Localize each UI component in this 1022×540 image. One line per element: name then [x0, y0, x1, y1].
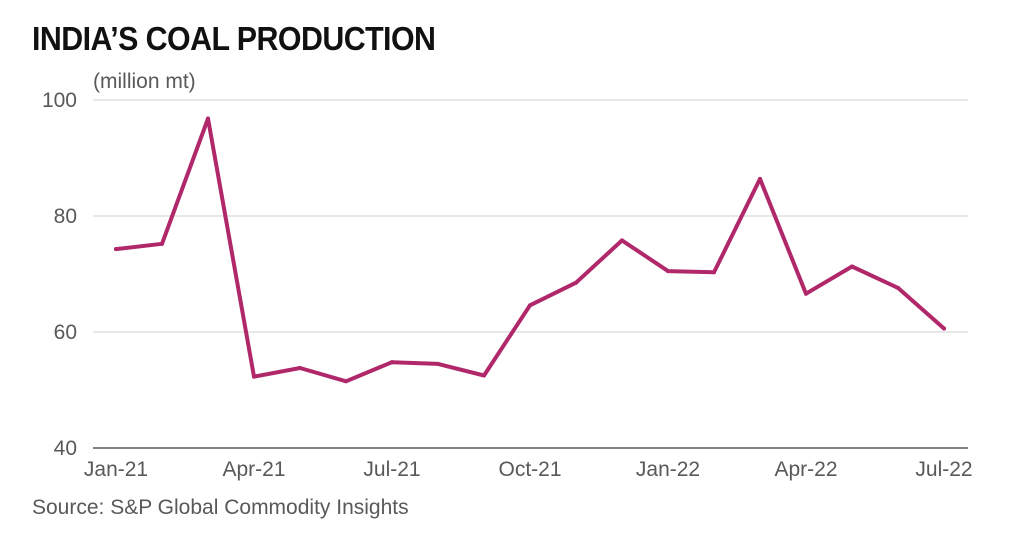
x-axis-ticks: Jan-21 Apr-21 Jul-21 Oct-21 Jan-22 Apr-22 Jul-…	[84, 458, 973, 481]
x-tick-label: Apr-21	[222, 458, 285, 481]
data-point-apr-21	[252, 374, 256, 379]
data-point-aug-21	[436, 361, 440, 366]
data-point-oct-21	[528, 303, 532, 308]
data-point-feb-22	[712, 270, 716, 275]
y-axis-ticks: 40 60 80 100	[42, 89, 77, 460]
data-point-jun-22	[896, 285, 900, 290]
x-tick-label: Jan-21	[84, 458, 148, 481]
data-point-jul-22	[942, 326, 946, 331]
data-point-jun-21	[344, 379, 348, 384]
data-point-dec-21	[620, 238, 624, 243]
y-tick-label: 80	[54, 205, 77, 228]
x-tick-label: Apr-22	[774, 458, 837, 481]
data-point-apr-22	[804, 291, 808, 296]
chart-title: INDIA’S COAL PRODUCTION	[32, 20, 436, 57]
gridlines	[93, 99, 968, 449]
y-tick-label: 100	[42, 89, 77, 112]
y-tick-label: 40	[54, 437, 77, 460]
y-axis-unit-label: (million mt)	[93, 70, 196, 93]
data-point-mar-22	[758, 176, 762, 181]
data-point-jul-21	[390, 360, 394, 365]
data-point-mar-21	[206, 116, 210, 121]
data-point-nov-21	[574, 280, 578, 285]
series-line	[114, 116, 946, 384]
x-tick-label: Jan-22	[636, 458, 700, 481]
x-tick-label: Jul-21	[363, 458, 420, 481]
data-point-sep-21	[482, 373, 486, 378]
x-tick-label: Jul-22	[915, 458, 972, 481]
source-note: Source: S&P Global Commodity Insights	[32, 496, 409, 519]
data-point-feb-21	[160, 241, 164, 246]
data-point-may-21	[298, 365, 302, 370]
data-point-jan-21	[114, 247, 118, 252]
data-point-jan-22	[666, 269, 670, 274]
data-point-may-22	[850, 264, 854, 269]
y-tick-label: 60	[54, 321, 77, 344]
x-tick-label: Oct-21	[498, 458, 561, 481]
series-layer	[114, 116, 946, 384]
